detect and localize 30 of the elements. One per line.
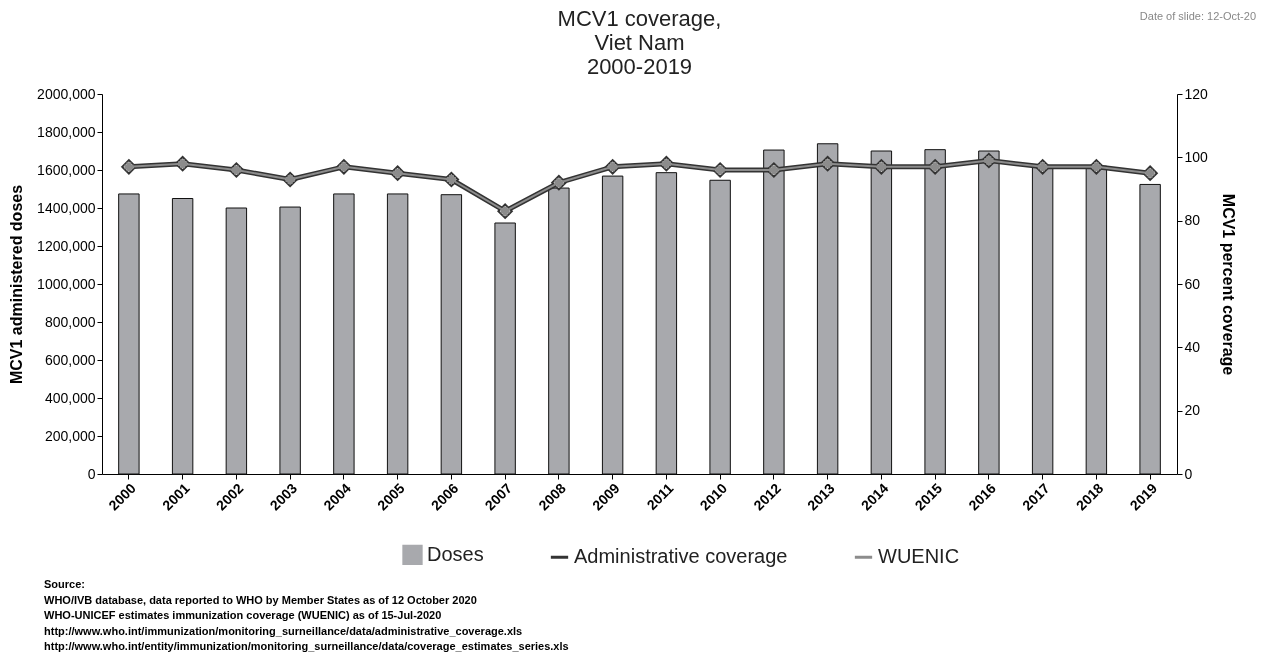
- y-axis-title: MCV1 administered doses: [8, 184, 26, 385]
- y-tick-label: 2000,000: [37, 85, 96, 102]
- legend-label: WUENIC: [878, 545, 960, 568]
- y-tick-label: 1600,000: [37, 161, 96, 178]
- text: WHO-UNICEF estimates immunization coverage (WUENIC) as of 15-Jul-2020: [44, 608, 443, 623]
- text: http://www.who.int/entity/immunization/monitoring_surneillance/data/coverage_estimates_series.xls: [44, 639, 569, 654]
- y-tick-label: 0: [87, 465, 96, 482]
- y-tick-label: 1800,000: [37, 123, 96, 140]
- y-tick-label: 1400,000: [37, 199, 96, 216]
- source-note: Source:: [44, 577, 86, 592]
- y2-tick-label: 40: [1184, 338, 1201, 355]
- y2-tick-label: 100: [1184, 148, 1209, 165]
- text: WHO/IVB database, data reported to WHO by Member States as of 12 October 2020: [44, 592, 478, 608]
- y2-tick-label: 20: [1184, 402, 1201, 419]
- y-tick-label: 200,000: [44, 427, 96, 444]
- y2-tick-label: 120: [1184, 85, 1209, 102]
- y-tick-label: 400,000: [44, 389, 96, 406]
- y2-axis-title: MCV1 percent coverage: [1219, 193, 1237, 376]
- y-tick-label: 600,000: [44, 351, 96, 368]
- y-tick-label: 800,000: [44, 313, 96, 330]
- y2-tick-label: 0: [1184, 465, 1193, 482]
- y2-tick-label: 80: [1184, 212, 1201, 229]
- y-tick-label: 1000,000: [37, 275, 96, 292]
- legend-label: Administrative coverage: [574, 545, 788, 568]
- y-tick-label: 1200,000: [37, 237, 96, 254]
- text: Date of slide: 12-Oct-20: [1139, 10, 1256, 22]
- chart-title: MCV1 coverage, Viet Nam 2000-2019: [557, 6, 722, 79]
- text: http://www.who.int/immunization/monitoring_surneillance/data/administrative_coverage.xls: [44, 623, 524, 639]
- legend-label: Doses: [427, 542, 484, 565]
- y2-tick-label: 60: [1184, 275, 1201, 292]
